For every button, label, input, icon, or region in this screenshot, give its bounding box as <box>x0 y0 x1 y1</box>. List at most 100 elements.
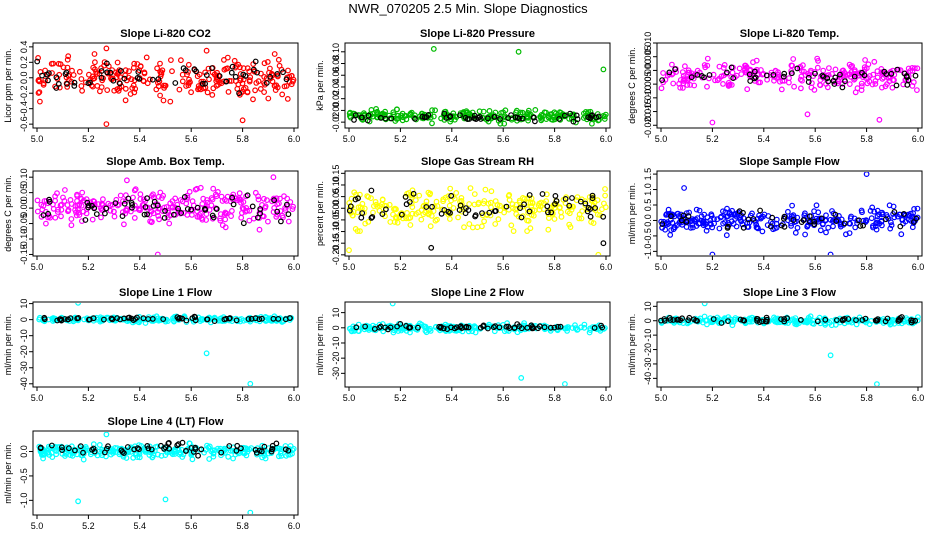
y-axis-label: percent per min. <box>315 181 325 246</box>
data-point <box>429 120 435 127</box>
data-point <box>64 56 71 63</box>
data-point <box>204 442 210 449</box>
panel-title: Slope Li-820 Pressure <box>420 28 535 40</box>
outlier-point <box>681 185 687 191</box>
data-point <box>116 80 123 87</box>
data-point <box>696 207 703 214</box>
data-point <box>46 198 53 205</box>
y-tick-label: 0.00 <box>19 199 29 217</box>
outlier-point <box>123 177 130 184</box>
outlier-point <box>428 244 435 251</box>
data-point <box>818 215 825 222</box>
data-point <box>788 222 794 229</box>
x-tick-label: 5.2 <box>82 262 95 272</box>
x-tick-label: 5.6 <box>185 262 198 272</box>
data-point <box>59 450 66 457</box>
plot-frame <box>32 170 299 257</box>
data-point <box>386 201 393 208</box>
data-point <box>78 83 85 89</box>
data-point <box>90 445 97 452</box>
data-point <box>858 83 865 90</box>
data-point <box>720 220 726 227</box>
data-point <box>863 75 869 81</box>
data-point <box>566 202 573 209</box>
data-point <box>465 207 472 214</box>
data-point <box>64 80 70 87</box>
data-point <box>393 206 399 213</box>
data-point <box>74 193 80 199</box>
data-point <box>218 449 225 456</box>
data-point <box>155 212 162 219</box>
data-point <box>898 231 905 238</box>
data-point <box>275 316 282 322</box>
data-point <box>376 203 383 209</box>
plot-frame <box>656 170 923 257</box>
data-point <box>252 58 259 65</box>
data-point <box>485 325 491 332</box>
data-point <box>810 321 817 327</box>
data-point <box>228 213 235 220</box>
data-point <box>558 209 564 216</box>
x-tick-label: 5.4 <box>758 134 771 144</box>
data-point <box>537 113 543 120</box>
data-point <box>848 63 854 70</box>
data-point <box>497 115 503 122</box>
data-point <box>103 205 110 212</box>
data-point <box>448 324 454 331</box>
outlier-point <box>827 352 834 359</box>
data-point <box>119 213 126 220</box>
x-tick-label: 5.2 <box>394 134 407 144</box>
data-point <box>415 323 421 329</box>
data-point <box>243 452 250 459</box>
data-point <box>83 196 90 203</box>
data-point <box>884 315 891 322</box>
data-point <box>264 197 270 204</box>
data-point <box>600 213 607 220</box>
data-point <box>140 315 147 322</box>
data-point <box>802 231 808 238</box>
data-point <box>282 443 289 449</box>
data-point <box>578 215 585 222</box>
data-point <box>162 452 169 459</box>
data-point <box>486 107 493 114</box>
y-tick-label: 0.0 <box>643 214 653 227</box>
data-point <box>839 317 846 324</box>
y-tick-label: 0.05 <box>331 188 341 206</box>
data-point <box>368 195 374 202</box>
data-point <box>228 207 235 214</box>
data-point <box>797 76 804 83</box>
data-point <box>441 207 448 213</box>
data-point <box>798 85 804 92</box>
data-point <box>679 315 685 322</box>
data-point <box>551 216 558 222</box>
data-point <box>514 114 521 121</box>
data-point <box>592 207 599 214</box>
data-point <box>58 213 64 220</box>
data-point <box>871 58 878 65</box>
data-point <box>667 231 674 238</box>
x-tick-label: 5.0 <box>343 262 356 272</box>
data-point <box>225 453 232 460</box>
data-point <box>289 206 296 213</box>
data-point <box>71 79 78 86</box>
data-point <box>110 77 117 84</box>
data-point <box>670 80 677 87</box>
data-point <box>750 59 756 66</box>
data-point <box>277 450 284 457</box>
data-point <box>49 315 56 322</box>
data-point <box>382 115 389 122</box>
x-tick-label: 5.8 <box>236 134 249 144</box>
outlier-point <box>247 509 254 514</box>
data-point <box>122 72 129 79</box>
data-point <box>670 70 676 77</box>
x-tick-label: 6.0 <box>600 134 613 144</box>
data-point <box>415 324 421 331</box>
y-tick-label: -30 <box>331 367 341 380</box>
data-point <box>914 87 920 93</box>
data-point <box>770 71 777 78</box>
data-point <box>732 315 739 321</box>
outlier-point <box>103 121 110 127</box>
data-point <box>38 201 45 208</box>
data-point <box>694 318 700 324</box>
data-point <box>104 87 111 93</box>
